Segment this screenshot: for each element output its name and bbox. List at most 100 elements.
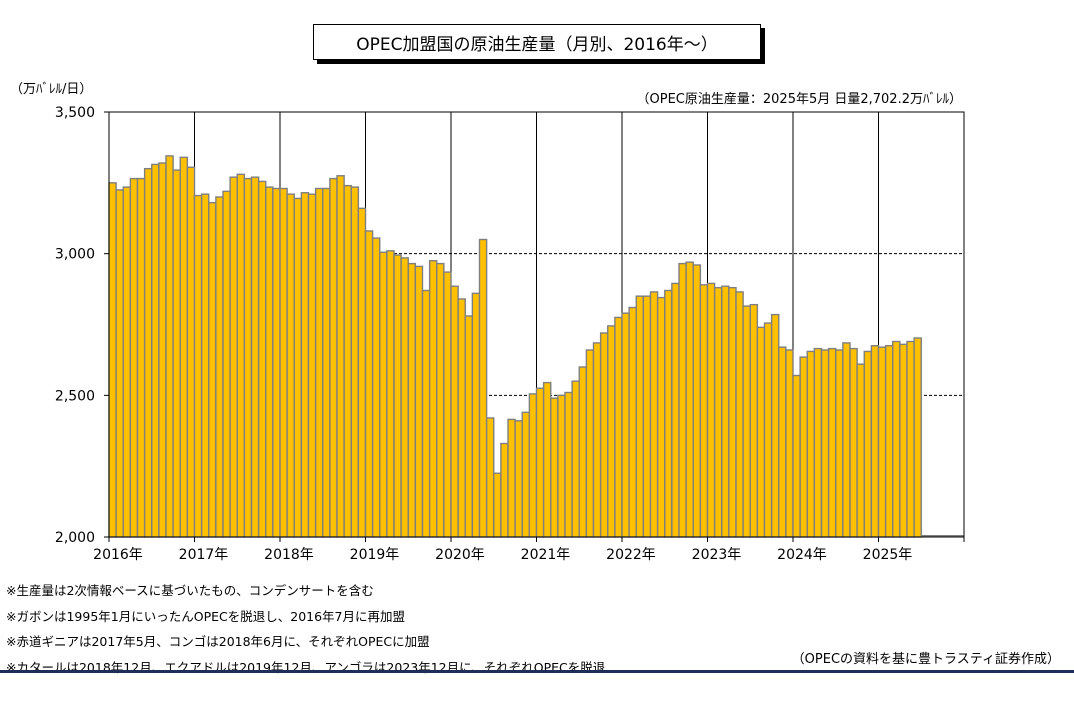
- bar: [592, 342, 602, 538]
- bar: [357, 207, 367, 538]
- y-tick-label: 2,000: [55, 530, 95, 546]
- bar: [364, 230, 374, 538]
- bar: [393, 254, 402, 538]
- bar: [528, 393, 538, 538]
- bar: [300, 192, 310, 538]
- bar: [172, 169, 181, 538]
- chart-bars: [108, 155, 964, 538]
- bar: [215, 196, 224, 538]
- bar: [906, 340, 915, 538]
- footnote: ※カタールは2018年12月、エクアドルは2019年12月、アンゴラは2023年…: [6, 659, 606, 675]
- bar: [500, 442, 509, 538]
- bar: [428, 260, 438, 538]
- bar: [450, 285, 459, 538]
- bar: [493, 472, 502, 538]
- bar: [685, 261, 694, 538]
- bar: [792, 374, 801, 538]
- bar: [557, 394, 566, 538]
- bar: [186, 166, 196, 538]
- bar: [799, 356, 808, 538]
- bar: [193, 194, 203, 538]
- bar: [913, 337, 922, 538]
- x-tick-label: 2021年: [521, 547, 571, 563]
- bar: [599, 332, 609, 538]
- bar: [229, 176, 238, 538]
- bar: [664, 289, 673, 538]
- bar: [151, 163, 160, 538]
- bar: [257, 180, 267, 538]
- bar: [820, 349, 830, 538]
- bar: [749, 303, 759, 538]
- bar: [507, 418, 516, 538]
- bar: [265, 186, 274, 538]
- bar: [649, 291, 659, 538]
- bar: [884, 345, 894, 538]
- bar: [307, 193, 317, 538]
- bar: [329, 177, 338, 538]
- bar: [314, 187, 324, 538]
- bar: [414, 265, 424, 538]
- bar: [835, 349, 844, 538]
- x-tick-label: 2018年: [264, 547, 314, 563]
- bar: [272, 187, 281, 538]
- chart-title: OPEC加盟国の原油生産量（月別、2016年～）: [313, 24, 761, 60]
- y-tick-label: 3,500: [55, 105, 95, 121]
- bar: [721, 285, 730, 538]
- bar: [407, 262, 417, 538]
- bar: [350, 186, 360, 538]
- bar: [400, 257, 409, 538]
- bar: [136, 177, 146, 538]
- x-tick-label: 2020年: [435, 547, 485, 563]
- x-tick-label: 2024年: [777, 547, 827, 563]
- bar: [628, 306, 637, 538]
- bar: [485, 417, 495, 538]
- chart-title-text: OPEC加盟国の原油生産量（月別、2016年～）: [356, 34, 718, 55]
- y-tick-label: 2,500: [55, 388, 95, 404]
- bar: [514, 420, 523, 538]
- bar: [621, 312, 630, 538]
- bar: [578, 366, 588, 538]
- bar: [635, 295, 645, 538]
- bar: [143, 167, 153, 538]
- bar: [842, 342, 851, 538]
- bar: [236, 173, 246, 538]
- bar: [877, 346, 887, 538]
- bar: [343, 184, 352, 538]
- bar: [165, 155, 174, 538]
- bar: [122, 186, 132, 538]
- bar: [728, 286, 737, 538]
- bar: [699, 284, 709, 538]
- bar: [642, 295, 652, 538]
- bar: [208, 201, 217, 538]
- bar: [108, 182, 117, 538]
- bar: [827, 347, 837, 538]
- bar: [322, 187, 331, 538]
- x-tick-label: 2016年: [93, 547, 143, 563]
- source-note: （OPECの資料を基に豊トラスティ証券作成）: [791, 652, 1060, 667]
- bar: [464, 315, 474, 538]
- bar: [250, 176, 260, 538]
- bar: [585, 349, 595, 538]
- bar: [742, 305, 751, 538]
- bar: [379, 251, 388, 538]
- bar: [293, 197, 303, 538]
- bar: [478, 238, 488, 538]
- footnotes: ※生産量は2次情報ベースに基づいたもの、コンデンサートを含む ※ガボンは1995…: [6, 578, 605, 680]
- footnote: ※生産量は2次情報ベースに基づいたもの、コンデンサートを含む: [6, 583, 374, 598]
- bar: [336, 175, 345, 538]
- bar: [286, 193, 295, 538]
- bar: [179, 156, 189, 538]
- bar: [671, 282, 680, 538]
- bar: [279, 187, 288, 538]
- bar: [656, 296, 666, 538]
- bar: [892, 340, 901, 538]
- chart-subtitle: （OPEC原油生産量：2025年5月 日量2,702.2万ﾊﾞﾚﾙ）: [636, 92, 962, 107]
- y-tick-label: 3,000: [55, 247, 95, 263]
- bar: [849, 347, 858, 538]
- bar: [770, 313, 780, 538]
- bar: [521, 411, 531, 538]
- bar: [443, 271, 452, 538]
- bar: [243, 177, 253, 538]
- footnote: ※赤道ギニアは2017年5月、コンゴは2018年6月に、それぞれOPECに加盟: [6, 634, 430, 649]
